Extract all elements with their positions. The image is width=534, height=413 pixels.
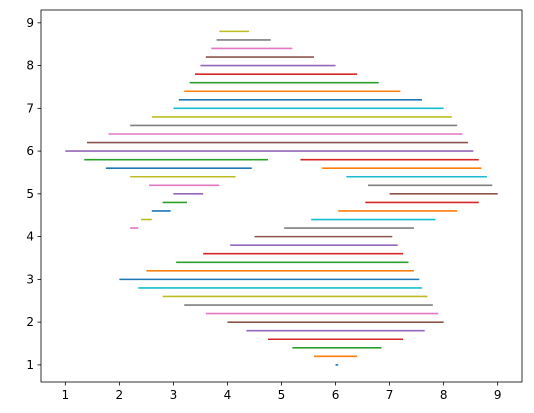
y-tick-label: 6 [26,144,34,158]
x-tick-label: 8 [440,388,448,402]
segments-layer [65,30,498,366]
x-tick-label: 7 [386,388,394,402]
x-tick-label: 2 [116,388,124,402]
x-tick-label: 6 [332,388,340,402]
x-tick-label: 4 [224,388,232,402]
y-tick-label: 8 [26,59,34,73]
y-tick-label: 2 [26,315,34,329]
y-tick-label: 5 [26,187,34,201]
y-tick-label: 4 [26,230,34,244]
y-tick-label: 3 [26,272,34,286]
x-tick-label: 5 [278,388,286,402]
plot-area-frame [40,9,523,383]
y-tick-label: 1 [26,358,34,372]
y-tick-label: 9 [26,16,34,30]
y-tick-label: 7 [26,101,34,115]
axes-layer: 1 2 3 4 5 6 7 8 9 1 2 3 4 5 6 7 8 9 [26,16,501,402]
x-tick-label: 3 [170,388,178,402]
x-tick-label: 1 [61,388,69,402]
x-tick-label: 9 [494,388,502,402]
